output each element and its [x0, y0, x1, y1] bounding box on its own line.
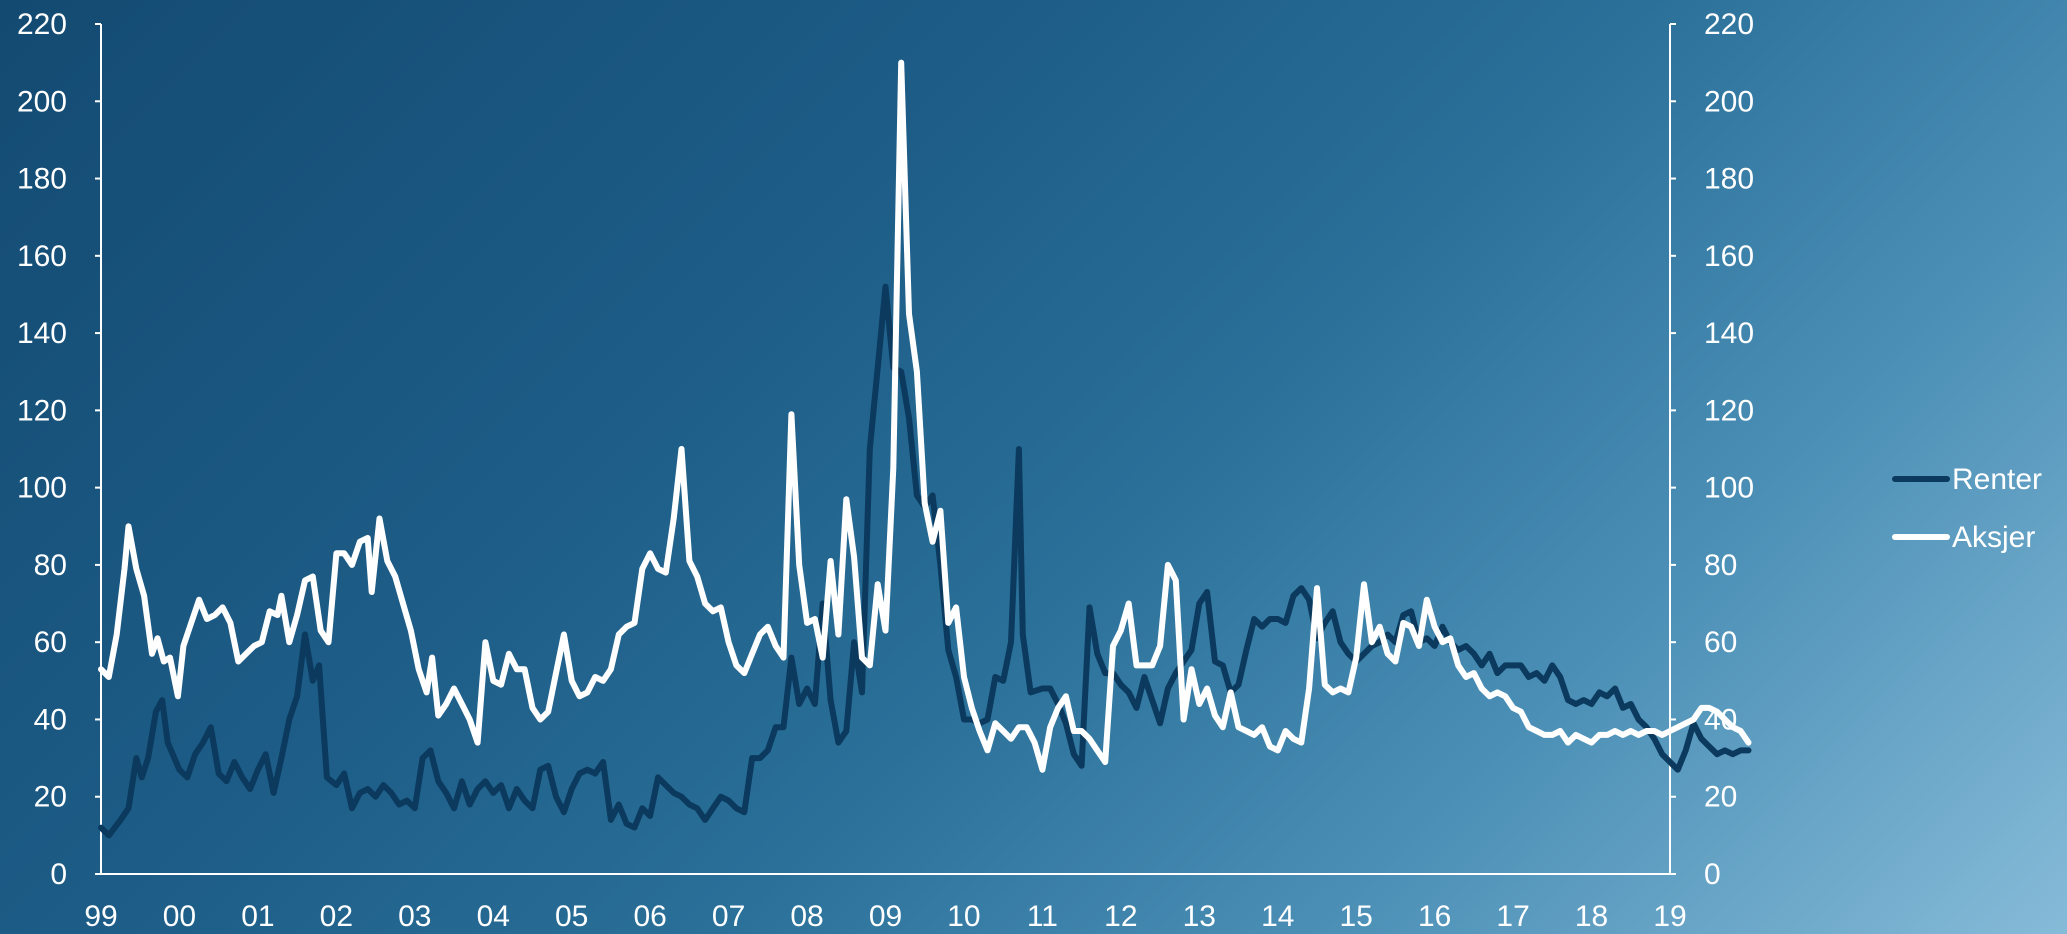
y-tick-label-right: 220: [1704, 8, 1754, 41]
y-tick-label-right: 180: [1704, 163, 1754, 196]
series-lines: [98, 59, 1752, 839]
y-tick-label-left: 60: [34, 626, 67, 659]
x-tick-label: 13: [1183, 900, 1216, 933]
legend: Renter Aksjer: [1892, 463, 2042, 554]
x-tick-label: 17: [1496, 900, 1529, 933]
y-tick-label-left: 140: [17, 317, 67, 350]
x-tick-label: 19: [1653, 900, 1686, 933]
y-tick-label-right: 160: [1704, 240, 1754, 273]
y-tick-label-right: 120: [1704, 394, 1754, 427]
legend-item-renter: Renter: [1892, 463, 2042, 496]
x-tick-label: 11: [1027, 900, 1058, 933]
series-line-aksjer: [98, 59, 1752, 773]
y-tick-label-left: 20: [34, 781, 67, 814]
y-tick-label-right: 140: [1704, 317, 1754, 350]
x-tick-label: 18: [1575, 900, 1608, 933]
x-tick-label: 07: [712, 900, 745, 933]
y-tick-label-right: 200: [1704, 85, 1754, 118]
y-tick-label-left: 200: [17, 85, 67, 118]
x-tick-label: 16: [1418, 900, 1451, 933]
x-tick-label: 14: [1261, 900, 1294, 933]
y-tick-label-left: 160: [17, 240, 67, 273]
y-tick-label-left: 100: [17, 472, 67, 505]
x-tick-label: 10: [947, 900, 980, 933]
x-tick-label: 08: [790, 900, 823, 933]
y-tick-label-left: 0: [50, 858, 67, 891]
y-tick-label-left: 40: [34, 703, 67, 736]
legend-item-aksjer: Aksjer: [1892, 521, 2035, 554]
x-tick-label: 05: [555, 900, 588, 933]
axes: [100, 24, 1671, 875]
x-tick-label: 01: [241, 900, 274, 933]
x-tick-label: 03: [398, 900, 431, 933]
y-tick-label-left: 120: [17, 394, 67, 427]
legend-label-renter: Renter: [1952, 463, 2042, 496]
left-y-tick-labels: 0 20 40 60 80 100 120 140 160 180 200 220: [17, 8, 101, 891]
y-tick-label-right: 100: [1704, 472, 1754, 505]
x-tick-label: 00: [163, 900, 196, 933]
y-tick-label-right: 0: [1704, 858, 1721, 891]
x-tick-label: 06: [633, 900, 666, 933]
x-tick-label: 99: [84, 900, 117, 933]
y-tick-label-left: 180: [17, 163, 67, 196]
x-tick-label: 02: [320, 900, 353, 933]
x-tick-label: 09: [869, 900, 902, 933]
x-tick-label: 04: [477, 900, 510, 933]
y-tick-label-right: 20: [1704, 781, 1737, 814]
legend-label-aksjer: Aksjer: [1952, 521, 2035, 554]
x-tick-labels: 99 00 01 02 03 04 05 06 07 08 09 10 11 12 13 14 15 16 17 18…: [84, 900, 1686, 933]
y-tick-label-right: 60: [1704, 626, 1737, 659]
x-tick-label: 15: [1340, 900, 1373, 933]
y-tick-label-left: 80: [34, 549, 67, 582]
y-tick-label-left: 220: [17, 8, 67, 41]
x-tick-label: 12: [1104, 900, 1137, 933]
y-tick-label-right: 80: [1704, 549, 1737, 582]
